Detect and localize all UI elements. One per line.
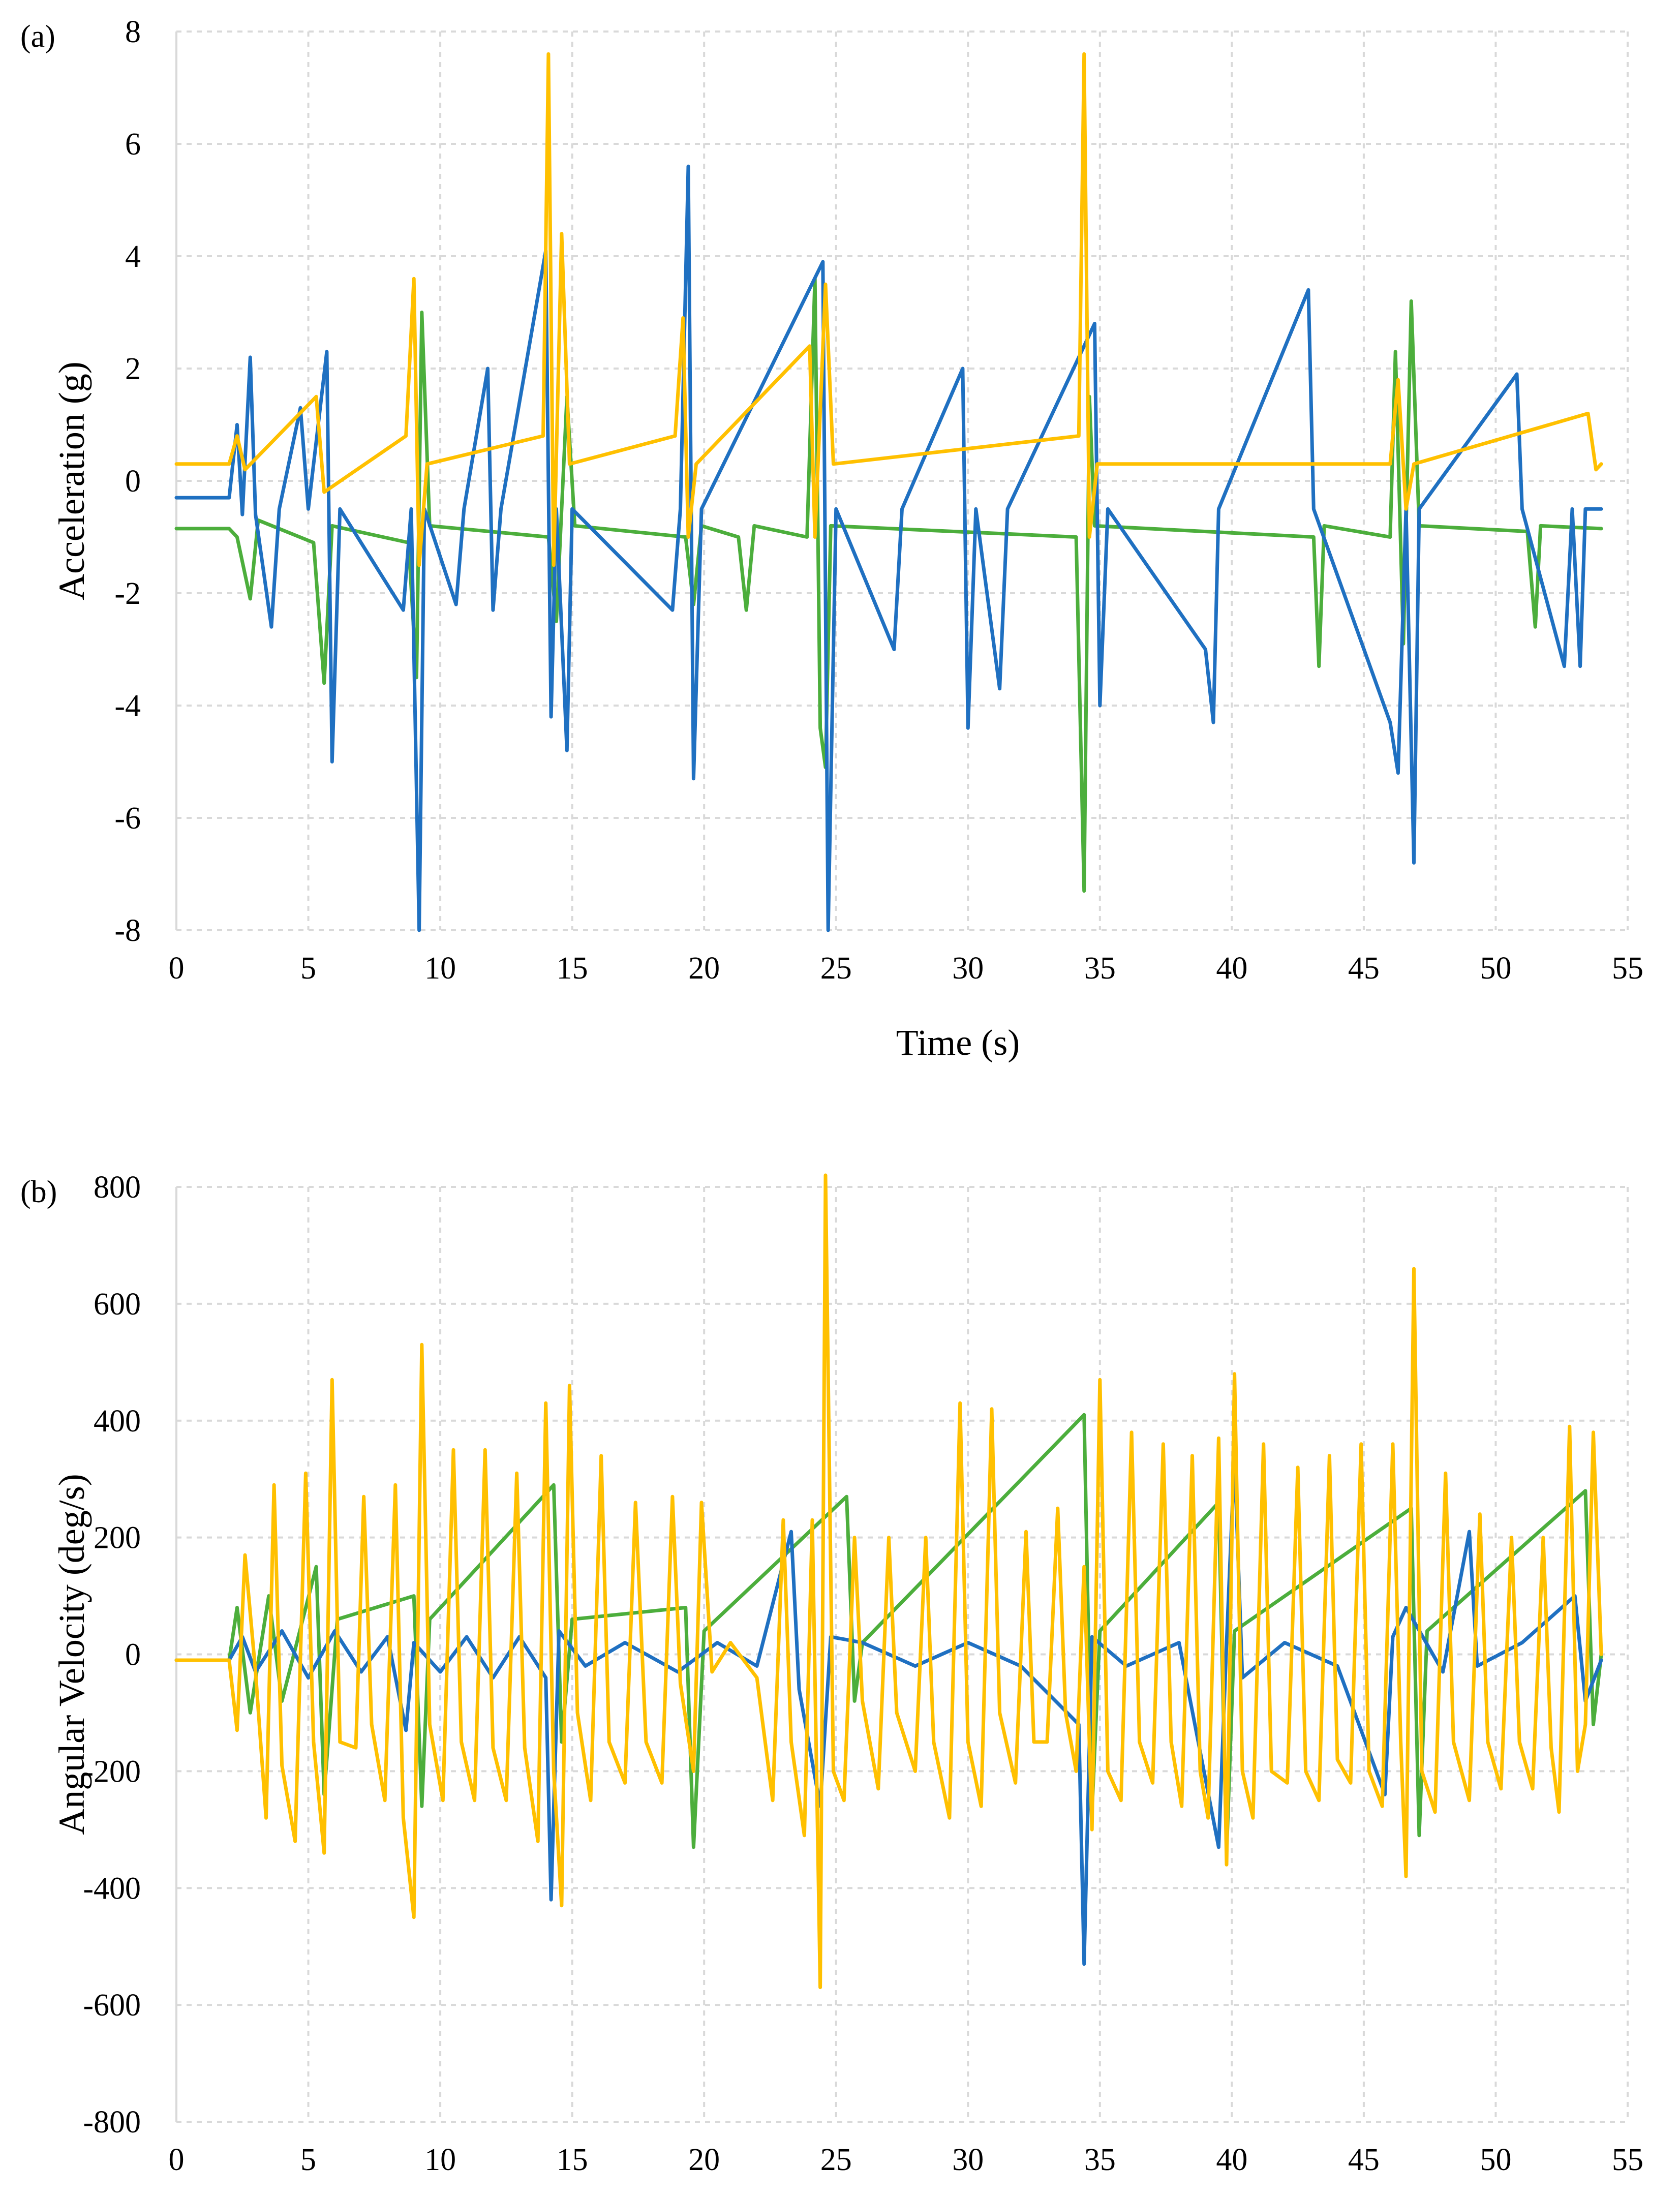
- y-tick-label: -6: [114, 801, 141, 836]
- angular-velocity-plot: 0 5 10 15 20 25 30 35 40 45 50 55 -800 -600 -400 -200 0 2…: [20, 1170, 1644, 2177]
- y-tick-label: 600: [94, 1287, 141, 1322]
- y-tick-label: 8: [125, 15, 141, 49]
- y-tick-label: 800: [94, 1170, 141, 1205]
- y-tick-label: -800: [83, 2105, 141, 2140]
- x-tick-label: 0: [169, 2143, 185, 2177]
- grid: [176, 30, 1629, 931]
- series-line-2: [174, 164, 1603, 932]
- x-tick-label: 55: [1612, 951, 1643, 986]
- x-tick-label: 10: [424, 2143, 456, 2177]
- y-axis-title: Angular Velocity (deg/s): [51, 1474, 92, 1835]
- x-tick-label: 50: [1480, 2143, 1511, 2177]
- x-tick-label: 45: [1348, 951, 1380, 986]
- series-line-1: [174, 277, 1603, 893]
- y-tick-label: 2: [125, 352, 141, 386]
- acceleration-chart: 0 5 10 15 20 25 30 35 40 45 50 55 -8 -6 -4 -2 0 2 4 6 8 Time …: [20, 15, 1644, 1063]
- x-tick-label: 35: [1084, 2143, 1116, 2177]
- x-tick-labels: 0 5 10 15 20 25 30 35 40 45 50 55: [169, 2143, 1644, 2177]
- series-line-1: [174, 1413, 1603, 1855]
- series-line-3: [174, 52, 1603, 567]
- y-tick-label: -400: [83, 1871, 141, 1906]
- series-line-2: [174, 1454, 1603, 1966]
- y-tick-label: 400: [94, 1404, 141, 1439]
- x-tick-label: 30: [952, 2143, 984, 2177]
- x-tick-label: 20: [688, 2143, 720, 2177]
- series-group: [174, 1173, 1603, 1990]
- y-tick-label: -600: [83, 1988, 141, 2023]
- x-tick-label: 5: [300, 951, 316, 986]
- x-tick-label: 5: [300, 2143, 316, 2177]
- x-axis-title: Time (s): [896, 1022, 1020, 1063]
- angular-velocity-chart: 0 5 10 15 20 25 30 35 40 45 50 55 -800 -600 -400 -200 0 2…: [0, 1099, 1680, 2198]
- x-tick-label: 45: [1348, 2143, 1380, 2177]
- y-tick-label: -2: [114, 576, 141, 611]
- y-tick-label: 0: [125, 1638, 141, 1672]
- y-tick-labels: -8 -6 -4 -2 0 2 4 6 8: [114, 15, 141, 948]
- x-tick-label: 55: [1612, 2143, 1643, 2177]
- x-tick-label: 50: [1480, 951, 1511, 986]
- y-tick-label: 200: [94, 1521, 141, 1555]
- panel-label: (b): [20, 1175, 57, 1209]
- y-tick-label: -4: [114, 689, 141, 723]
- grid: [176, 1186, 1629, 2123]
- y-axis-title: Acceleration (g): [51, 361, 92, 600]
- x-tick-label: 25: [820, 951, 852, 986]
- x-tick-label: 35: [1084, 951, 1116, 986]
- y-tick-label: 6: [125, 127, 141, 162]
- x-tick-label: 10: [424, 951, 456, 986]
- y-tick-label: -200: [83, 1754, 141, 1789]
- x-tick-label: 15: [557, 951, 588, 986]
- acceleration-plot: 0 5 10 15 20 25 30 35 40 45 50 55 -8 -6 -4 -2 0 2 4 6 8 Time …: [20, 15, 1644, 1063]
- series-group: [174, 52, 1603, 932]
- x-tick-label: 0: [169, 951, 185, 986]
- series-line-3: [174, 1173, 1603, 1990]
- x-tick-label: 30: [952, 951, 984, 986]
- panel-label: (a): [20, 19, 55, 54]
- y-tick-label: 4: [125, 239, 141, 274]
- y-tick-label: 0: [125, 464, 141, 499]
- x-tick-label: 20: [688, 951, 720, 986]
- x-tick-labels: 0 5 10 15 20 25 30 35 40 45 50 55: [169, 951, 1644, 986]
- x-tick-label: 40: [1216, 2143, 1247, 2177]
- x-tick-label: 25: [820, 2143, 852, 2177]
- y-tick-label: -8: [114, 913, 141, 948]
- x-tick-label: 15: [557, 2143, 588, 2177]
- x-tick-label: 40: [1216, 951, 1247, 986]
- y-tick-labels: -800 -600 -400 -200 0 200 400 600 800: [83, 1170, 141, 2140]
